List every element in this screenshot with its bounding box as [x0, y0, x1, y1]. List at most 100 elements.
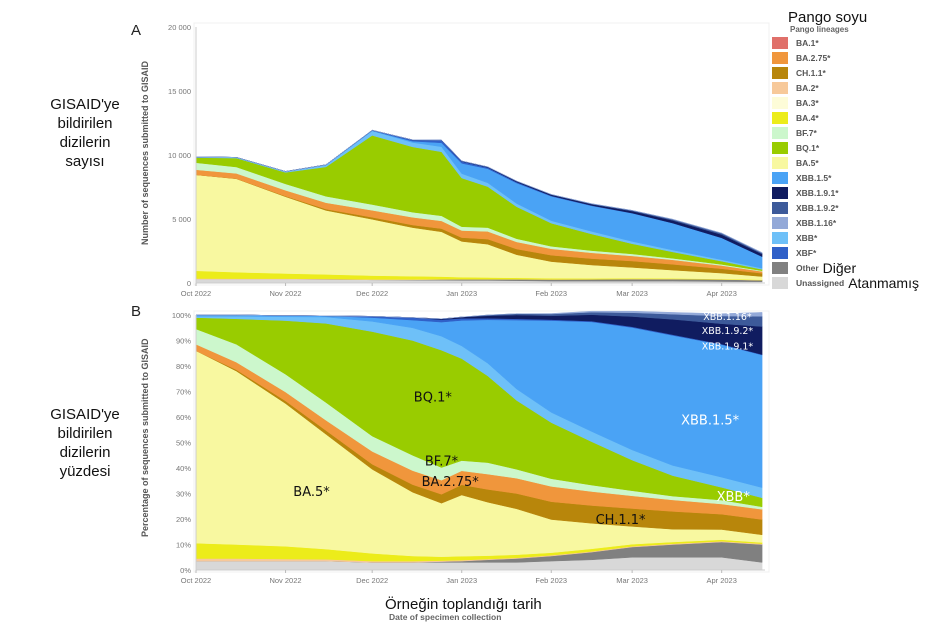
legend-label: Unassigned [796, 277, 845, 288]
legend-label: BA.2* [796, 82, 819, 93]
side-label-line: bildirilen [57, 115, 113, 132]
area-xbb-1-16 [195, 129, 763, 254]
legend-swatch [772, 261, 788, 274]
y-tick-label: 80% [176, 362, 191, 371]
legend-title: Pango soyu [788, 9, 868, 26]
series-annotation: XBB.1.16* [703, 312, 752, 323]
x-tick-label: Feb 2023 [535, 576, 567, 585]
legend-label: XBB* [796, 232, 818, 243]
legend-item: Unassigned Atanmamış [772, 274, 919, 291]
legend-label: BA.1* [796, 37, 819, 48]
legend-swatch [772, 51, 788, 64]
legend-item: XBB.1.9.1* [772, 185, 919, 200]
x-tick-label: Jan 2023 [446, 576, 477, 585]
y-tick-label: 50% [176, 439, 191, 448]
series-annotation: XBB* [717, 490, 751, 505]
legend-translation: Atanmamış [848, 274, 919, 291]
legend-item: BA.3* [772, 95, 919, 110]
series-annotation: XBB.1.9.2* [702, 326, 754, 337]
legend-swatch [772, 216, 788, 229]
legend-label: Other [796, 262, 819, 273]
legend-item: BQ.1* [772, 140, 919, 155]
x-tick-label: Nov 2022 [269, 289, 301, 298]
x-tick-label: Oct 2022 [181, 576, 211, 585]
y-tick-label: 60% [176, 413, 191, 422]
x-tick-label: Apr 2023 [706, 576, 736, 585]
series-annotation: BA.5* [293, 485, 330, 500]
side-label-line: GISAID'ye [50, 96, 120, 113]
legend-item: Other Diğer [772, 259, 919, 276]
legend-swatch [772, 231, 788, 244]
series-annotation: CH.1.1* [596, 513, 646, 528]
y-tick-label: 20 000 [168, 23, 191, 32]
x-tick-label: Mar 2023 [616, 289, 648, 298]
legend-label: BF.7* [796, 127, 817, 138]
x-tick-label: Jan 2023 [446, 289, 477, 298]
panel-letter-a: A [131, 22, 142, 39]
legend-swatch [772, 141, 788, 154]
legend-label: BA.5* [796, 157, 819, 168]
series-annotation: XBB.1.9.1* [702, 341, 754, 352]
legend-item: XBB.1.9.2* [772, 200, 919, 215]
y-tick-label: 5 000 [172, 215, 191, 224]
legend-label: BQ.1* [796, 142, 820, 153]
y-title-translation-a: GISAID'ye bildirilen dizilerin sayısı [20, 95, 150, 171]
x-axis-title-translation: Örneğin toplandığı tarih [385, 596, 542, 613]
legend-swatch [772, 66, 788, 79]
legend-label: XBF* [796, 247, 817, 258]
legend: BA.1* BA.2.75* CH.1.1* BA.2* BA.3* BA.4* BF.7*… [772, 35, 919, 291]
series-annotation: BA.2.75* [422, 475, 480, 490]
legend-item: XBB.1.16* [772, 215, 919, 230]
legend-swatch [772, 126, 788, 139]
y-tick-label: 15 000 [168, 87, 191, 96]
legend-swatch [772, 201, 788, 214]
legend-swatch [772, 246, 788, 259]
legend-translation: Diğer [822, 259, 857, 276]
legend-item: XBB* [772, 230, 919, 245]
side-label-line: sayısı [65, 153, 105, 170]
legend-swatch [772, 81, 788, 94]
legend-item: BA.2.75* [772, 50, 919, 65]
area-xbb-1-16 [196, 310, 763, 320]
legend-item: XBF* [772, 245, 919, 260]
y-tick-label: 0 [187, 279, 191, 288]
legend-item: XBB.1.5* [772, 170, 919, 185]
legend-swatch [772, 186, 788, 199]
side-label-line: yüzdesi [59, 463, 111, 480]
y-tick-label: 70% [176, 388, 191, 397]
x-tick-label: Mar 2023 [616, 576, 648, 585]
legend-swatch [772, 36, 788, 49]
series-annotation: XBB.1.5* [681, 414, 740, 429]
x-tick-label: Feb 2023 [535, 289, 567, 298]
side-label-line: dizilerin [59, 444, 111, 461]
series-annotation: BF.7* [425, 454, 459, 469]
x-tick-label: Dec 2022 [356, 576, 388, 585]
legend-swatch [772, 96, 788, 109]
y-tick-label: 0% [180, 566, 191, 575]
legend-label: BA.2.75* [796, 52, 831, 63]
x-tick-label: Apr 2023 [706, 289, 736, 298]
y-tick-label: 100% [172, 311, 192, 320]
y-title-translation-b: GISAID'ye bildirilen dizilerin yüzdesi [20, 405, 150, 481]
x-tick-label: Nov 2022 [269, 576, 301, 585]
legend-item: CH.1.1* [772, 65, 919, 80]
legend-label: BA.4* [796, 112, 819, 123]
y-tick-label: 10% [176, 541, 191, 550]
legend-label: XBB.1.5* [796, 172, 832, 183]
legend-item: BF.7* [772, 125, 919, 140]
legend-item: BA.5* [772, 155, 919, 170]
y-tick-label: 40% [176, 464, 191, 473]
legend-swatch [772, 111, 788, 124]
legend-swatch [772, 276, 788, 289]
legend-swatch [772, 171, 788, 184]
panel-letter-b: B [131, 303, 142, 320]
legend-item: BA.1* [772, 35, 919, 50]
legend-subtitle: Pango lineages [790, 25, 849, 34]
x-tick-label: Dec 2022 [356, 289, 388, 298]
side-label-line: bildirilen [57, 425, 113, 442]
side-label-line: GISAID'ye [50, 406, 120, 423]
legend-label: XBB.1.16* [796, 217, 837, 228]
legend-item: BA.4* [772, 110, 919, 125]
